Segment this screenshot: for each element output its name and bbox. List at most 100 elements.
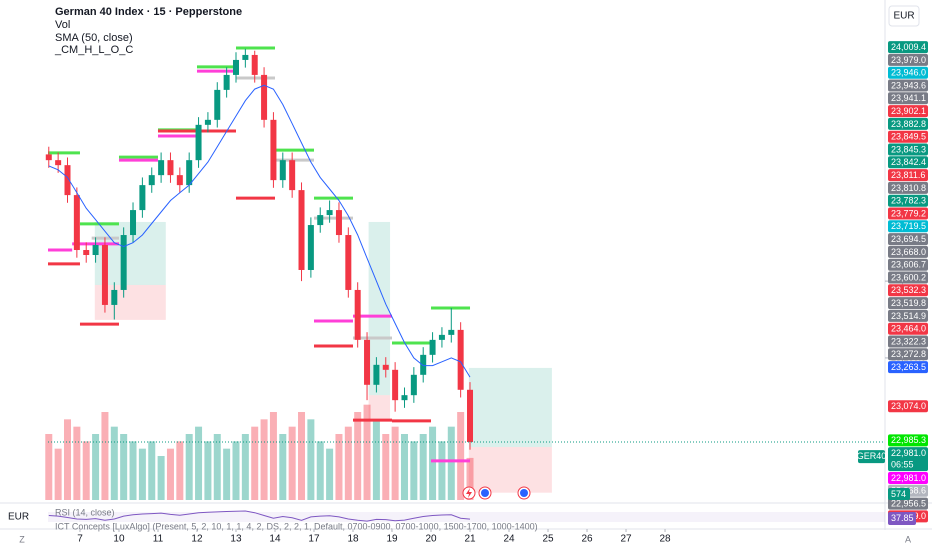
price-badge [888, 117, 928, 130]
volume-bar [92, 434, 100, 500]
scale-button[interactable]: A [905, 534, 911, 544]
sma-line [48, 84, 471, 378]
price-axis: 23,400.023,200.024,009.423,979.023,946.0… [857, 41, 928, 525]
price-badge [888, 258, 928, 271]
volume-bar [241, 434, 249, 500]
price-badge-label: 23,943.6 [891, 80, 926, 90]
price-badge [888, 245, 928, 258]
candle-body [242, 54, 249, 60]
volume-bar [260, 419, 268, 500]
volume-bar [232, 441, 240, 500]
indicator-label: SMA (50, close) [55, 32, 133, 44]
candle-body [270, 119, 277, 181]
volume-bar [176, 441, 184, 500]
rsi-badge [888, 512, 916, 525]
price-badge [888, 361, 928, 374]
price-badge-label: 23,514.9 [891, 311, 926, 321]
price-badge [888, 53, 928, 66]
price-badge [888, 41, 928, 54]
candle-body [438, 334, 445, 340]
indicator-label: _CM_H_L_O_C [54, 44, 133, 56]
candle-body [130, 210, 137, 236]
scale-button[interactable]: Z [19, 534, 25, 544]
volume-bar [447, 426, 455, 500]
candle-body [261, 74, 268, 120]
volume-bar [307, 419, 315, 500]
volume-bar [372, 419, 380, 500]
candle-body [298, 190, 305, 270]
volume-bar [382, 434, 390, 500]
indicator-label: Vol [55, 19, 70, 31]
x-tick-label: 24 [503, 534, 515, 545]
volume-bar [138, 448, 146, 500]
candle-body [317, 215, 324, 226]
price-badge [888, 130, 928, 143]
price-badge-label: 23,519.8 [891, 298, 926, 308]
volume-bar [195, 426, 203, 500]
volume-bar [251, 426, 259, 500]
currency-button[interactable] [888, 5, 920, 27]
price-badge [888, 143, 928, 156]
volume-bar [129, 441, 137, 500]
volume-bar [64, 419, 72, 500]
candle-body [345, 235, 352, 290]
volume-bar [110, 426, 118, 500]
price-badge-label: 23,810.8 [891, 183, 926, 193]
candle-body [373, 364, 380, 385]
volume-badge-label: 574 [891, 489, 906, 499]
price-badge [888, 322, 928, 335]
candle-body [186, 160, 193, 186]
price-badge-label: 23,811.6 [891, 170, 925, 180]
candle-body [223, 74, 230, 90]
price-badge [888, 284, 928, 297]
price-badge-label: 22,981.0 [891, 448, 926, 458]
price-badge [888, 400, 928, 413]
candle-body [457, 329, 464, 390]
volume-bar [223, 448, 231, 500]
price-badge-label: 23,074.0 [891, 401, 926, 411]
price-badge [888, 220, 928, 233]
chart-title: German 40 Index · 15 · Pepperstone [55, 6, 242, 18]
volume-bar [279, 434, 287, 500]
position-stop [368, 395, 391, 421]
price-badge-label: 23,606.7 [891, 260, 926, 270]
volume-bar [391, 426, 399, 500]
currency-label[interactable]: EUR [893, 11, 914, 22]
volume-bar [166, 448, 174, 500]
volume-bar [288, 426, 296, 500]
volume-bar [400, 434, 408, 500]
price-badge-label: 22,956.5 [891, 498, 926, 508]
candle-body [176, 175, 183, 186]
candle-body [148, 175, 155, 186]
x-tick-label: 25 [542, 534, 554, 545]
x-tick-label: 14 [269, 534, 281, 545]
x-tick-label: 7 [77, 534, 83, 545]
price-badge-label: 23,263.5 [891, 362, 926, 372]
rsi-line [48, 510, 471, 522]
price-badge [888, 447, 928, 472]
volume-bar [54, 448, 62, 500]
price-badge-label: 23,779.2 [891, 208, 926, 218]
x-tick-label: 19 [386, 534, 398, 545]
volume-bar [410, 441, 418, 500]
candle-body [111, 289, 118, 305]
position-target [368, 221, 391, 396]
candle-body [307, 225, 314, 270]
price-badge-label: 23,941.1 [891, 93, 926, 103]
candle-body [55, 160, 62, 166]
ict-label: ICT Concepts [LuxAlgo] (Present, 5, 2, 1… [55, 521, 538, 531]
x-tick-label: 28 [659, 534, 671, 545]
currency-label: EUR [8, 512, 29, 523]
rsi-badge-label: 37.85 [891, 513, 914, 523]
price-badge-label: 23,946.0 [891, 68, 926, 78]
candle-body [232, 59, 239, 75]
x-tick-label: 11 [153, 534, 164, 545]
volume-bar [354, 412, 362, 500]
volume-bar [120, 434, 128, 500]
candle-body [382, 364, 389, 370]
price-badge [888, 156, 928, 169]
volume-badge [888, 488, 910, 500]
x-tick-label: 10 [113, 534, 125, 545]
volume-bar [157, 456, 165, 500]
